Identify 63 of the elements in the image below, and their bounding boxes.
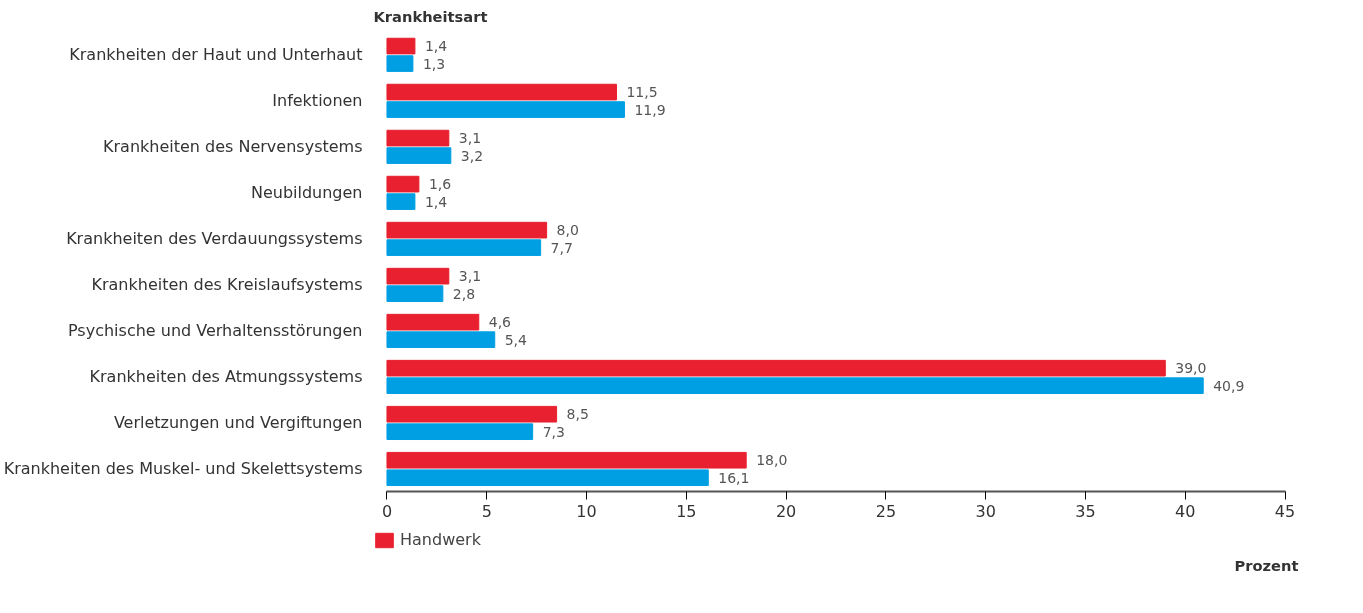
bar — [386, 101, 625, 118]
bar — [386, 193, 416, 210]
bar — [386, 129, 450, 147]
x-tick-label: 45 — [1274, 501, 1296, 521]
data-label: 7,3 — [542, 423, 565, 440]
bar — [386, 37, 416, 55]
bar — [386, 221, 548, 239]
data-label: 2,8 — [452, 285, 476, 302]
legend-label: Handwerk — [400, 530, 481, 549]
bar — [386, 313, 480, 331]
data-label: 3,2 — [460, 147, 484, 164]
y-tick-label: Infektionen — [272, 91, 363, 111]
bar — [386, 469, 709, 487]
x-axis-title: Prozent — [1234, 556, 1299, 574]
y-tick-label: Krankheiten des Verdauungssystems — [66, 229, 363, 249]
bar — [386, 405, 558, 423]
bar — [386, 423, 534, 441]
x-tick-label: 5 — [481, 501, 492, 521]
bar — [386, 451, 747, 469]
data-label: 11,5 — [626, 84, 658, 101]
data-label: 3,1 — [458, 130, 482, 147]
data-label: 1,3 — [422, 55, 446, 72]
bar — [386, 331, 496, 348]
data-label: 4,6 — [488, 314, 512, 331]
y-tick-label: Neubildungen — [250, 183, 363, 203]
x-tick-label: 40 — [1175, 501, 1196, 521]
y-axis-title: Krankheitsart — [373, 7, 488, 25]
data-label: 7,7 — [550, 239, 573, 256]
bar — [386, 55, 414, 72]
data-label: 3,1 — [458, 268, 482, 285]
y-tick-label: Verletzungen und Vergiftungen — [113, 413, 363, 433]
x-tick-label: 15 — [676, 501, 697, 521]
data-label: 8,5 — [566, 406, 589, 423]
bar — [386, 239, 542, 256]
y-tick-label: Krankheiten des Kreislaufsystems — [91, 275, 363, 295]
y-tick-label: Krankheiten des Nervensystems — [103, 137, 363, 157]
data-label: 39,0 — [1175, 360, 1207, 377]
y-tick-label: Psychische und Verhaltensstörungen — [67, 321, 363, 341]
bar — [386, 359, 1166, 377]
bar — [386, 83, 617, 101]
x-tick-label: 35 — [1075, 501, 1096, 521]
data-label: 18,0 — [756, 452, 788, 469]
bar — [386, 377, 1204, 394]
y-tick-label: Krankheiten des Muskel- und Skelettsystems — [3, 459, 363, 479]
data-label: 16,1 — [718, 469, 750, 486]
x-tick-label: 20 — [775, 501, 797, 521]
y-tick-label: Krankheiten des Atmungssystems — [89, 367, 363, 387]
bar — [386, 285, 444, 302]
x-tick-label: 25 — [875, 501, 897, 521]
bar — [386, 267, 450, 285]
data-label: 1,4 — [424, 193, 448, 210]
data-label: 11,9 — [634, 101, 666, 118]
data-label: 1,6 — [428, 176, 452, 193]
data-label: 8,0 — [556, 222, 579, 239]
data-label: 1,4 — [424, 38, 448, 55]
data-label: 40,9 — [1213, 377, 1245, 394]
y-tick-label: Krankheiten der Haut und Unterhaut — [69, 45, 363, 65]
data-label: 5,4 — [504, 331, 528, 348]
bar — [386, 147, 452, 164]
x-tick-label: 0 — [381, 501, 393, 521]
x-tick-label: 30 — [975, 501, 996, 521]
x-tick-label: 10 — [576, 501, 597, 521]
bar — [386, 175, 420, 193]
